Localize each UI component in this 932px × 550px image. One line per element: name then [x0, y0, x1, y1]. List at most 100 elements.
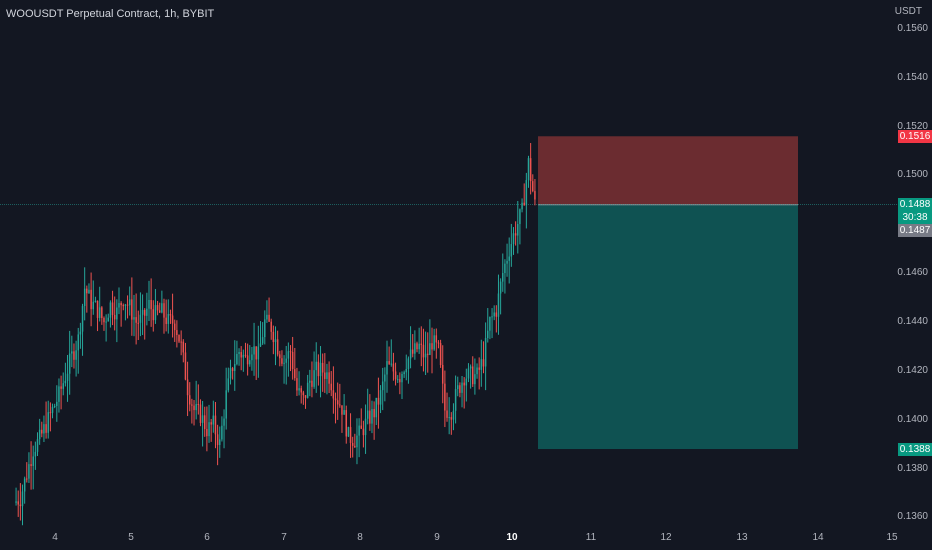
candle-body [135, 317, 137, 323]
candle-body [521, 202, 523, 210]
candle-body [467, 368, 470, 379]
candle-body [56, 401, 58, 407]
candle-body [474, 374, 476, 385]
candle-body [240, 352, 242, 358]
candle-body [251, 354, 253, 361]
candle-body [403, 372, 405, 374]
candle-body [527, 158, 530, 181]
candle-body [137, 322, 140, 324]
candle-body [113, 314, 116, 320]
candle-body [495, 312, 498, 317]
candle-body [98, 307, 101, 318]
candle-body [499, 281, 502, 294]
candle-body [351, 442, 354, 446]
candle-body [43, 424, 45, 434]
candle-body [45, 424, 47, 433]
candle-body [154, 305, 157, 321]
candle-body [156, 305, 159, 311]
take-profit-zone [538, 204, 798, 450]
candle-body [53, 406, 56, 408]
price-tick-label: 0.1420 [897, 364, 928, 376]
candle-body [362, 428, 365, 436]
candle-body [529, 158, 532, 182]
candle-body [399, 379, 401, 383]
candle-body [109, 302, 112, 318]
candle-body [472, 366, 474, 385]
candle-body [525, 180, 528, 206]
candle-body [223, 418, 225, 426]
candle-body [461, 382, 463, 393]
candle-body [19, 504, 22, 507]
candle-body [446, 410, 448, 418]
candle-body [71, 351, 73, 354]
candle-body [519, 209, 521, 225]
candle-body [268, 314, 270, 322]
candle-body [354, 445, 356, 448]
candle-body [504, 263, 506, 274]
candle-body [386, 361, 388, 375]
candle-body [283, 362, 285, 364]
candle-body [364, 418, 367, 436]
candle-body [309, 380, 311, 383]
candle-body [444, 383, 446, 411]
candle-body [358, 425, 360, 436]
candle-body [60, 386, 62, 389]
candle-body [439, 343, 442, 365]
candle-body [441, 364, 444, 384]
candle-body [424, 353, 427, 358]
candle-body [534, 191, 536, 200]
candle-body [124, 304, 127, 306]
price-tick-label: 0.1360 [897, 511, 928, 523]
chart-title: WOOUSDT Perpetual Contract, 1h, BYBIT [6, 8, 215, 20]
candle-body [332, 390, 335, 399]
candle-body [276, 339, 279, 355]
candle-body [180, 341, 182, 343]
candle-body [244, 354, 247, 356]
candle-body [291, 351, 294, 370]
candle-body [454, 389, 457, 411]
candle-body [392, 363, 395, 372]
candle-body [497, 293, 500, 317]
candle-body [234, 364, 236, 371]
candle-body [512, 233, 515, 245]
last-price-tag: 0.1488 [898, 198, 932, 212]
candle-body [289, 351, 292, 353]
candle-body [15, 501, 17, 503]
candle-body [429, 343, 431, 355]
candle-body [186, 379, 189, 396]
candle-body [484, 338, 487, 367]
candle-body [51, 406, 54, 413]
price-tick-label: 0.1560 [897, 22, 928, 34]
candle-body [171, 315, 174, 324]
candle-body [261, 337, 264, 344]
price-tick-label: 0.1520 [897, 120, 928, 132]
candle-body [212, 415, 215, 425]
candle-body [165, 317, 167, 324]
candle-body [491, 316, 493, 318]
candle-body [414, 343, 416, 354]
candle-body [105, 321, 107, 323]
candle-body [405, 368, 408, 373]
target-price-tag: 0.1388 [898, 442, 932, 456]
candle-body [249, 360, 251, 365]
time-tick-label: 4 [52, 532, 58, 543]
candle-body [304, 395, 307, 398]
candle-body [407, 358, 410, 369]
candle-body [452, 410, 455, 420]
candle-body [416, 343, 418, 350]
candle-body [133, 317, 135, 320]
candle-body [26, 478, 28, 480]
candle-body [418, 343, 420, 350]
price-tick-label: 0.1400 [897, 413, 928, 425]
bid-price-tag: 0.1487 [898, 224, 932, 238]
candle-body [210, 422, 212, 425]
candle-body [64, 380, 67, 384]
candle-body [375, 397, 378, 418]
candle-body [79, 331, 82, 335]
candle-body [90, 289, 92, 310]
candle-body [191, 404, 193, 406]
candle-body [502, 273, 504, 282]
candle-body [313, 370, 315, 387]
candle-body [225, 390, 227, 419]
